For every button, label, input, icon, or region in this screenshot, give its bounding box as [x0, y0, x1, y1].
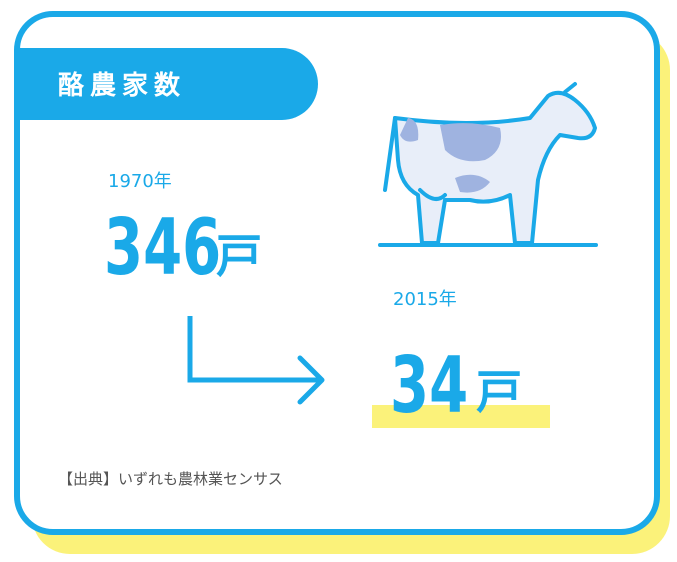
source: 【出典】いずれも農林業センサス — [58, 470, 283, 488]
infographic: 酪農家数 1970年 346 戸 2015年 34 戸 【出典】いずれも農林業セ… — [0, 0, 677, 562]
title: 酪農家数 — [58, 71, 186, 101]
unit: 戸 — [476, 365, 522, 419]
value: 34 — [390, 341, 468, 432]
year-label: 1970年 — [108, 171, 172, 192]
value: 346 — [104, 203, 221, 294]
year-label: 2015年 — [393, 289, 457, 310]
unit: 戸 — [216, 229, 262, 283]
